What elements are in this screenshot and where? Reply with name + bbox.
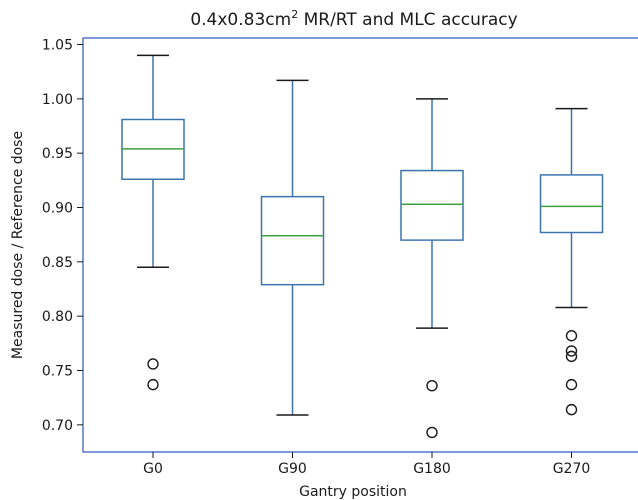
iqr-box — [539, 174, 604, 234]
outlier-point — [426, 426, 438, 439]
x-tick-label: G90 — [278, 461, 307, 477]
chart-title: 0.4x0.83cm2 MR/RT and MLC accuracy — [190, 8, 517, 30]
y-tick-label: 0.95 — [42, 146, 73, 162]
x-axis-label: Gantry position — [299, 484, 407, 500]
outlier-point — [565, 345, 578, 357]
y-axis: 0.70 0.75 0.80 0.85 0.90 0.95 1.00 1.05 — [42, 38, 83, 434]
chart-title-suffix: MR/RT and MLC accuracy — [298, 10, 517, 30]
outlier-point — [147, 378, 159, 391]
box-G90 — [260, 79, 325, 416]
y-tick-label: 0.70 — [42, 418, 73, 434]
y-axis-label: Measured dose / Reference dose — [10, 131, 26, 359]
outlier-point — [565, 330, 578, 342]
x-tick-label: G180 — [413, 461, 451, 477]
iqr-box — [260, 195, 325, 286]
y-tick-label: 0.90 — [42, 201, 73, 217]
outlier-point — [147, 358, 159, 370]
y-tick-label: 0.75 — [42, 364, 73, 380]
outlier-point — [565, 403, 578, 416]
iqr-box — [400, 169, 464, 241]
outlier-point — [565, 350, 578, 363]
boxes-group — [121, 54, 604, 439]
box-G0 — [121, 54, 185, 391]
x-tick-label: G270 — [553, 461, 591, 477]
y-tick-label: 0.85 — [42, 255, 73, 271]
chart-title-main: 0.4x0.83cm — [190, 10, 291, 30]
box-G270 — [539, 107, 604, 416]
plot-frame — [82, 37, 638, 453]
chart-title-sup: 2 — [291, 8, 298, 21]
y-tick-label: 1.05 — [42, 38, 73, 54]
outlier-point — [565, 378, 578, 391]
y-tick-label: 1.00 — [42, 92, 73, 108]
outlier-point — [426, 380, 438, 392]
x-tick-label: G0 — [143, 461, 163, 477]
x-axis: G0 G90 G180 G270 — [143, 452, 590, 477]
box-G180 — [400, 98, 464, 439]
y-tick-label: 0.80 — [42, 309, 73, 325]
